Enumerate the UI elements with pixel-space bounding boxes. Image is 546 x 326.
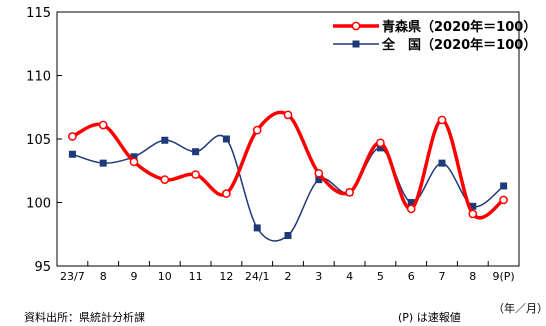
x-tick-label: 9(P) <box>492 270 514 283</box>
x-tick-label: 3 <box>315 270 322 283</box>
data-point-national <box>161 136 169 144</box>
x-tick-label: 12 <box>219 270 233 283</box>
x-tick-label: 8 <box>100 270 107 283</box>
y-tick-label: 110 <box>26 70 51 85</box>
data-point-national <box>315 176 323 184</box>
legend: 青森県（2020年＝100） 全 国（2020年＝100） <box>333 19 536 53</box>
source-note: 資料出所：県統計分析課 <box>24 311 145 324</box>
data-point-national <box>130 153 138 161</box>
y-tick-label: 100 <box>26 197 51 212</box>
data-point-national <box>376 144 384 152</box>
x-tick-label: 8 <box>469 270 476 283</box>
series-layer <box>68 110 508 242</box>
data-point-national <box>407 199 415 206</box>
x-tick-label: 9 <box>131 270 138 283</box>
x-tick-label: 10 <box>158 270 172 283</box>
data-point-aomori <box>98 120 108 130</box>
data-point-aomori <box>345 187 354 197</box>
data-point-aomori <box>252 125 262 135</box>
data-point-national <box>284 232 292 240</box>
x-tick-label: 4 <box>346 270 353 283</box>
series-aomori <box>68 110 508 220</box>
data-point-aomori <box>376 138 385 148</box>
data-point-national <box>99 159 107 167</box>
data-point-national <box>438 159 446 167</box>
x-tick-label: 24/1 <box>245 270 270 283</box>
data-point-aomori <box>160 175 170 184</box>
legend-marker-aomori <box>351 21 361 31</box>
data-point-aomori <box>314 168 324 178</box>
data-point-aomori <box>68 132 77 141</box>
data-point-aomori <box>437 115 447 125</box>
data-point-aomori <box>191 170 200 179</box>
preliminary-note: (P) は速報値 <box>398 311 461 324</box>
legend-label-national: 全 国（2020年＝100） <box>381 37 536 53</box>
series-national <box>68 134 508 242</box>
data-point-aomori <box>406 204 416 214</box>
legend-marker-national <box>352 40 360 48</box>
y-tick-label: 105 <box>26 133 51 148</box>
x-tick-label: 2 <box>285 270 292 283</box>
series-line-national <box>72 134 505 242</box>
data-point-aomori <box>283 110 293 120</box>
data-point-aomori <box>468 209 478 219</box>
axes: 95 100 105 110 115 23/7 8 9 10 11 12 24/1 2 3 4 5 6 7 8 9(P… <box>26 6 520 283</box>
x-tick-label: 6 <box>408 270 415 283</box>
x-tick-label: 23/7 <box>60 270 85 283</box>
x-tick-label: 11 <box>189 270 203 283</box>
data-point-aomori <box>129 157 139 167</box>
x-tick-label: 7 <box>439 270 446 283</box>
unit-label: （年／月） <box>493 302 546 315</box>
y-tick-label: 95 <box>34 260 51 275</box>
data-point-national <box>222 135 230 143</box>
x-tick-label: 5 <box>377 270 384 283</box>
data-point-aomori <box>499 195 508 205</box>
data-point-national <box>192 148 200 156</box>
data-point-national <box>469 202 477 210</box>
data-point-aomori <box>222 189 231 198</box>
y-tick-label: 115 <box>26 6 51 21</box>
legend-label-aomori: 青森県（2020年＝100） <box>382 19 536 35</box>
data-point-national <box>68 150 76 158</box>
data-point-national <box>253 224 261 232</box>
data-point-national <box>500 182 508 190</box>
